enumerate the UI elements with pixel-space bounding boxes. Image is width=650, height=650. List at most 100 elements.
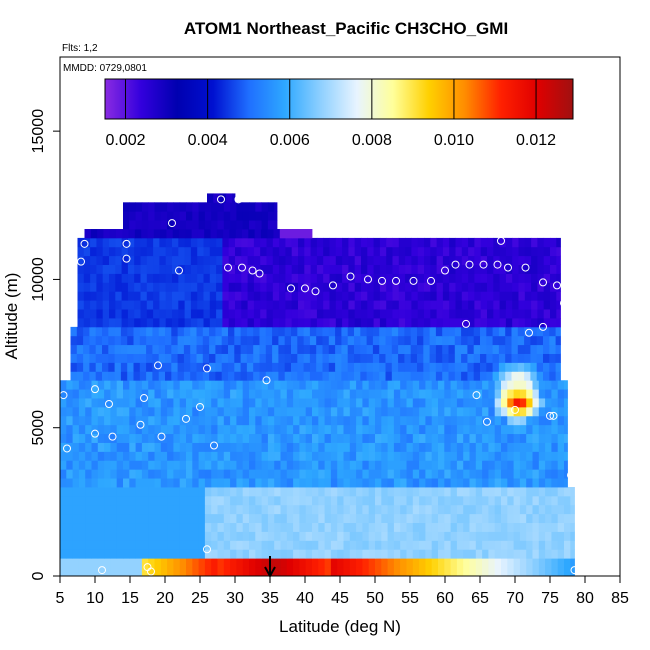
heatmap-cell (165, 309, 173, 319)
heatmap-cell (387, 469, 395, 479)
heatmap-cell (249, 504, 256, 515)
heatmap-cell (362, 549, 370, 559)
heatmap-cell (303, 335, 311, 346)
heatmap-cell (171, 353, 178, 363)
heatmap-cell (456, 504, 464, 515)
heatmap-cell (179, 460, 187, 470)
heatmap-cell (141, 469, 149, 479)
heatmap-cell (330, 424, 338, 435)
heatmap-cell (298, 317, 305, 328)
heatmap-cell (85, 389, 92, 399)
heatmap-cell (110, 433, 118, 443)
heatmap-cell (274, 406, 281, 417)
heatmap-cell (83, 353, 90, 363)
heatmap-cell (430, 255, 437, 265)
heatmap-cell (373, 309, 381, 319)
heatmap-cell (216, 300, 223, 310)
heatmap-cell (526, 487, 533, 497)
heatmap-cell (280, 460, 288, 470)
heatmap-cell (468, 317, 475, 328)
heatmap-cell (261, 389, 269, 399)
heatmap-cell (475, 478, 483, 488)
heatmap-cell (430, 282, 437, 292)
heatmap-cell (550, 255, 557, 265)
heatmap-cell (242, 424, 250, 435)
heatmap-cell (221, 344, 229, 354)
heatmap-cell (96, 264, 104, 274)
heatmap-cell (135, 478, 143, 488)
heatmap-cell (299, 424, 307, 435)
heatmap-cell (230, 389, 237, 399)
heatmap-cell (468, 237, 475, 248)
heatmap-cell (192, 380, 199, 390)
heatmap-cell (555, 371, 561, 381)
heatmap-cell (216, 237, 223, 248)
heatmap-cell (95, 326, 103, 337)
heatmap-cell (267, 469, 275, 479)
heatmap-cell (545, 487, 552, 497)
heatmap-cell (532, 460, 540, 470)
heatmap-cell (564, 442, 568, 452)
heatmap-cell (475, 513, 483, 524)
heatmap-cell (230, 469, 237, 479)
heatmap-cell (524, 255, 532, 265)
heatmap-cell (329, 309, 337, 319)
heatmap-cell (109, 309, 116, 319)
heatmap-cell (412, 433, 420, 443)
heatmap-cell (425, 522, 433, 532)
heatmap-cell (66, 522, 73, 532)
heatmap-cell (286, 415, 294, 426)
heatmap-cell (461, 371, 468, 381)
heatmap-cell (159, 246, 167, 257)
heatmap-cell (519, 460, 527, 470)
heatmap-cell (202, 344, 210, 354)
heatmap-cell (192, 549, 199, 559)
heatmap-cell (361, 237, 368, 248)
heatmap-cell (272, 255, 280, 265)
heatmap-cell (343, 487, 351, 497)
heatmap-cell (519, 442, 527, 452)
heatmap-cell (330, 398, 338, 408)
heatmap-cell (461, 273, 469, 283)
heatmap-cell (255, 513, 262, 524)
heatmap-cell (463, 424, 470, 435)
flight-point-54 (539, 278, 547, 287)
heatmap-cell (475, 433, 483, 443)
heatmap-cell (236, 220, 244, 230)
heatmap-cell (242, 469, 250, 479)
heatmap-cell (337, 398, 344, 408)
heatmap-cell (249, 211, 256, 221)
heatmap-cell (557, 398, 565, 408)
heatmap-cell (341, 335, 349, 346)
heatmap-cell (60, 424, 67, 435)
heatmap-cell (190, 335, 197, 346)
heatmap-cell (78, 442, 86, 452)
heatmap-cell (97, 442, 105, 452)
heatmap-cell (312, 531, 319, 541)
heatmap-cell (392, 237, 400, 248)
heatmap-cell (235, 300, 242, 310)
heatmap-cell (536, 344, 544, 354)
heatmap-cell (116, 513, 124, 524)
heatmap-cell (305, 433, 313, 443)
heatmap-cell (192, 540, 199, 550)
heatmap-cell (435, 362, 443, 372)
heatmap-cell (230, 567, 237, 577)
heatmap-cell (524, 291, 532, 301)
heatmap-cell (545, 424, 552, 435)
heatmap-cell (279, 317, 286, 328)
heatmap-cell (102, 282, 110, 292)
heatmap-cell (505, 300, 513, 310)
heatmap-cell (467, 362, 475, 372)
heatmap-cell (337, 478, 344, 488)
heatmap-cell (204, 451, 212, 461)
heatmap-cell (551, 415, 559, 426)
heatmap-cell (267, 531, 275, 541)
heatmap-cell (400, 469, 407, 479)
heatmap-cell (373, 264, 381, 274)
heatmap-cell (221, 362, 229, 372)
heatmap-cell (104, 451, 111, 461)
heatmap-cell (444, 549, 451, 559)
heatmap-cell (179, 540, 187, 550)
